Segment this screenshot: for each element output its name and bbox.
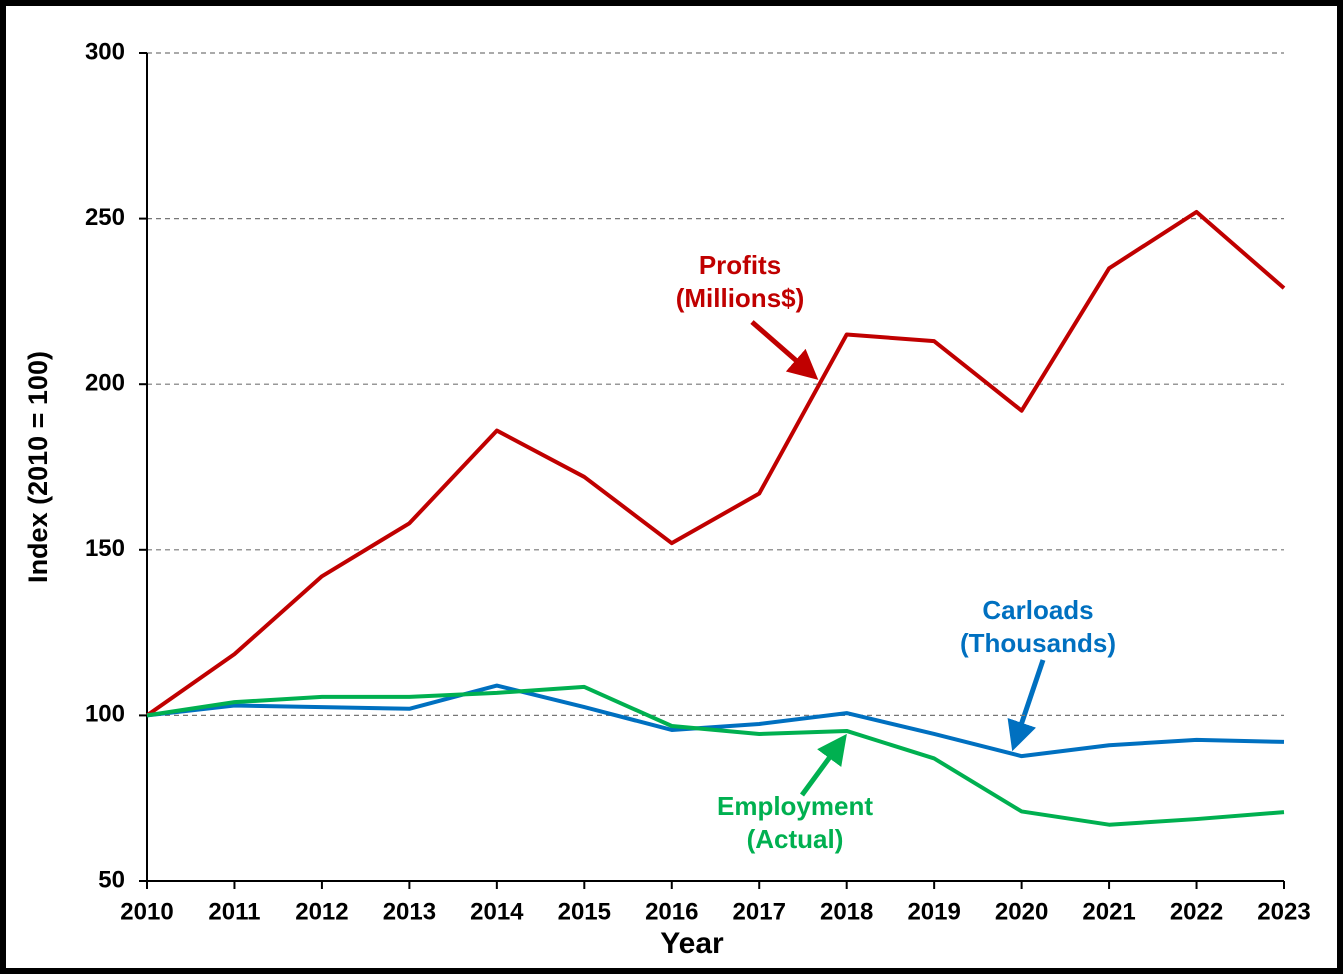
x-tick-label: 2020	[995, 898, 1048, 925]
annotation: Profits	[699, 250, 781, 280]
series-line	[145, 209, 1286, 718]
arrow	[799, 733, 847, 797]
x-tick-label: 2014	[470, 898, 524, 925]
x-tick-label: 2012	[295, 898, 348, 925]
x-tick-label: 2023	[1257, 898, 1310, 925]
x-tick-label: 2016	[645, 898, 698, 925]
x-tick-label: 2015	[558, 898, 611, 925]
y-tick-label: 150	[85, 535, 125, 562]
x-tick-label: 2013	[383, 898, 436, 925]
annotation: (Millions$)	[676, 283, 805, 313]
series-line	[146, 684, 1285, 827]
x-tick-label: 2011	[208, 898, 260, 925]
annotation: (Thousands)	[960, 628, 1116, 658]
y-tick-label: 300	[85, 38, 125, 65]
annotation: Employment	[717, 791, 873, 821]
annotation: (Actual)	[747, 824, 844, 854]
arrow	[750, 320, 819, 380]
y-axis-label: Index (2010 = 100)	[23, 351, 53, 583]
x-tick-label: 2022	[1170, 898, 1223, 925]
x-tick-label: 2019	[907, 898, 960, 925]
x-tick-label: 2021	[1082, 898, 1135, 925]
x-tick-label: 2018	[820, 898, 873, 925]
y-tick-label: 250	[85, 204, 125, 231]
x-axis-label: Year	[660, 927, 724, 960]
y-tick-label: 100	[85, 701, 125, 728]
arrow	[1007, 659, 1046, 752]
x-tick-label: 2017	[733, 898, 786, 925]
x-tick-label: 2010	[120, 898, 173, 925]
y-tick-label: 200	[85, 370, 125, 397]
annotation: Carloads	[982, 595, 1093, 625]
series-line	[146, 683, 1285, 759]
y-tick-label: 50	[98, 866, 125, 893]
